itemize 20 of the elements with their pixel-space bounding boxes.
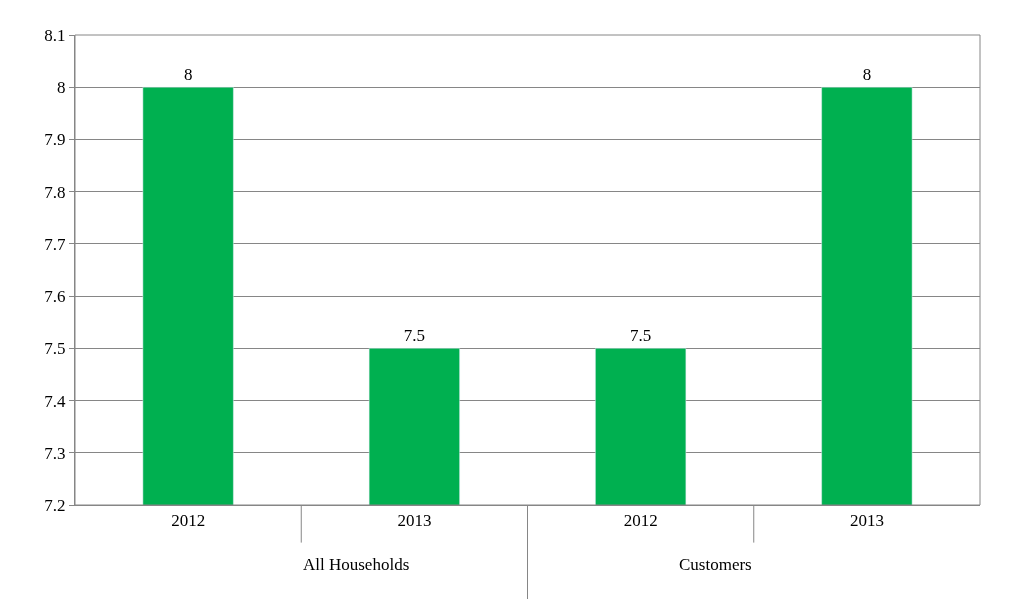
y-tick-label: 7.7 [44, 234, 67, 254]
data-label: 8 [183, 65, 193, 85]
y-tick-label: 8 [57, 78, 66, 98]
y-tick-label: 7.9 [44, 130, 66, 150]
y-tick-label: 8.1 [44, 25, 66, 45]
x-tick-label: 2012 [623, 511, 658, 531]
y-tick-label: 7.6 [44, 287, 66, 307]
y-tick-label: 7.4 [44, 391, 67, 411]
x-tick-label: 2013 [849, 511, 884, 531]
y-tick-label: 7.3 [44, 443, 66, 463]
y-tick-label: 7.2 [44, 495, 66, 515]
x-tick-label: 2013 [397, 511, 432, 531]
text: Customers [679, 555, 752, 574]
data-label: 7.5 [403, 326, 426, 346]
y-tick-label: 7.5 [44, 339, 66, 359]
x-tick-label: 2012 [171, 511, 206, 531]
y-tick-label: 7.8 [44, 182, 66, 202]
data-label: 8 [862, 65, 872, 85]
text: All Households [303, 555, 410, 574]
data-label: 7.5 [630, 326, 652, 346]
